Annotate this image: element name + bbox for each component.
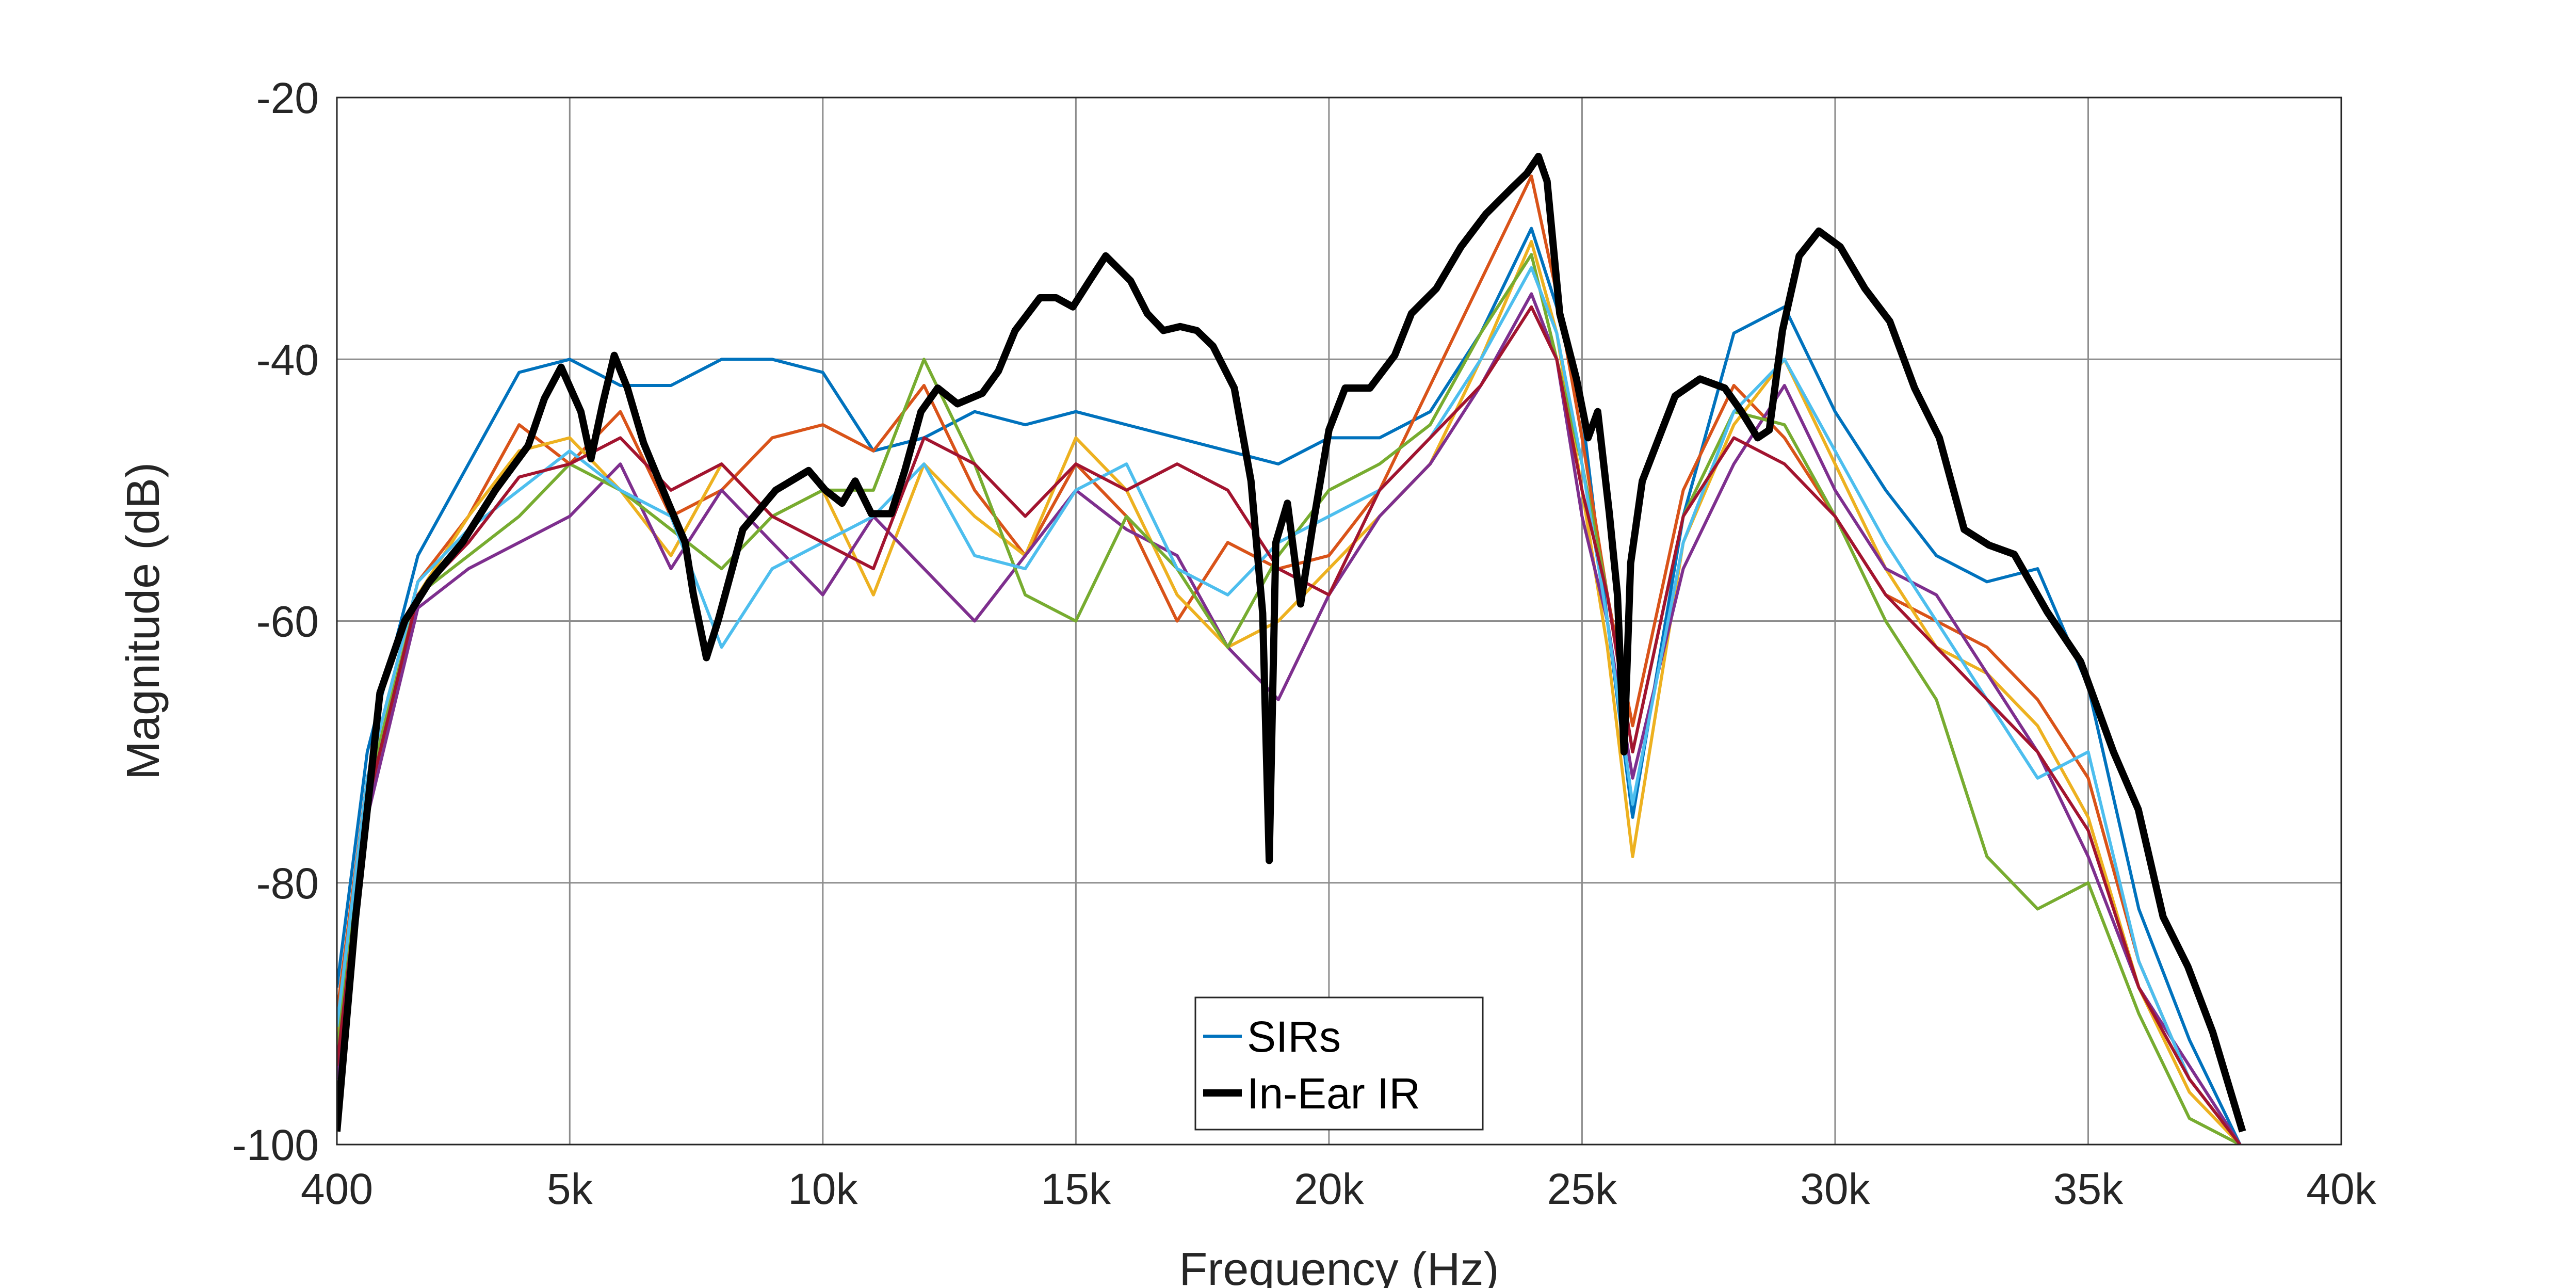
grid [336,96,2342,1146]
x-tick-label: 35k [2053,1165,2124,1213]
axes-frame [336,96,2342,1146]
x-tick-label: 20k [1294,1165,1364,1213]
x-tick-label: 25k [1547,1165,1617,1213]
y-tick-label: -80 [256,859,319,908]
legend-label-in-ear-ir: In-Ear IR [1247,1069,1420,1118]
x-tick-label: 30k [1800,1165,1870,1213]
x-tick-label: 10k [788,1165,858,1213]
sir-line-5 [337,253,2241,1145]
in-ear-ir-line [337,153,2246,1133]
y-tick-label: -60 [256,598,319,646]
series-group [337,153,2246,1145]
tick-labels: 400 5k 10k 15k 20k 25k 30k 35k 40k -20 -40 -60 -80 -1… [232,74,2377,1213]
x-tick-label: 400 [301,1165,373,1213]
legend: SIRs In-Ear IR [1194,996,1484,1131]
sir-line-6 [337,266,2242,1145]
legend-label-sirs: SIRs [1247,1012,1341,1061]
y-axis-label: Magnitude (dB) [118,462,169,780]
sir-line-2 [337,174,2242,1145]
legend-box [1194,996,1484,1131]
x-tick-label: 40k [2306,1165,2376,1213]
y-tick-label: -40 [256,335,319,384]
x-tick-label: 15k [1041,1165,1111,1213]
y-tick-label: -20 [256,74,319,122]
y-tick-label: -100 [232,1121,319,1169]
x-tick-label: 5k [547,1165,593,1213]
x-axis-label: Frequency (Hz) [1179,1244,1499,1288]
